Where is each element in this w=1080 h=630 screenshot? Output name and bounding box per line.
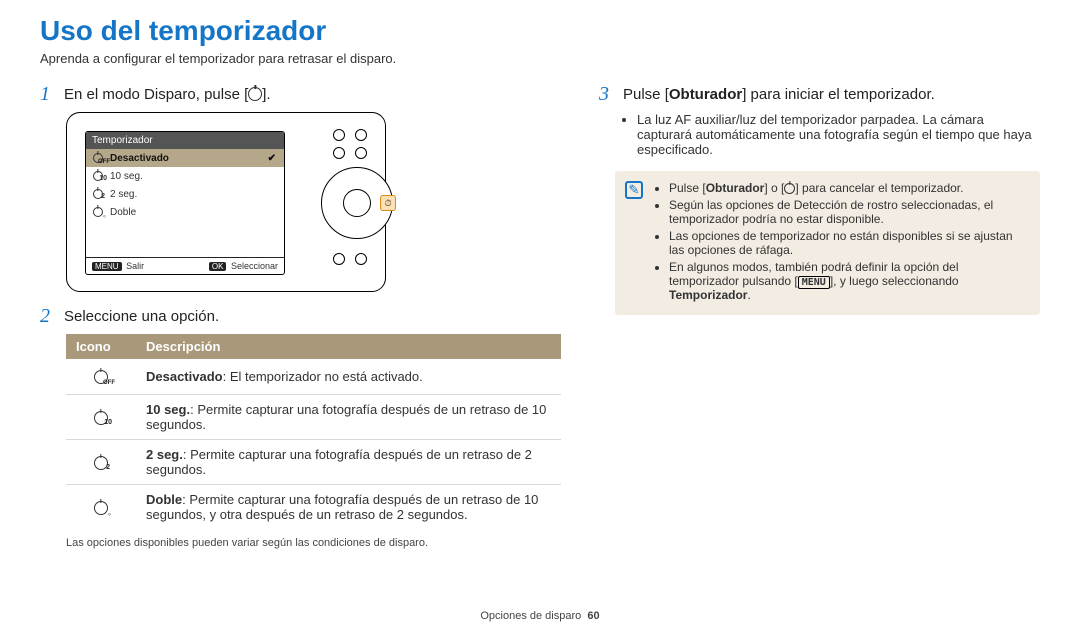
col-desc: Descripción	[136, 334, 561, 359]
camera-button	[355, 253, 367, 265]
note-item: En algunos modos, también podrá definir …	[669, 260, 1028, 302]
ok-ring-icon	[343, 189, 371, 217]
row-desc-cell: Doble: Permite capturar una fotografía d…	[136, 485, 561, 530]
timer-dbl-icon	[94, 501, 108, 515]
ok-key-icon: OK	[209, 262, 227, 271]
camera-button	[333, 253, 345, 265]
sub-bullet-item: La luz AF auxiliar/luz del temporizador …	[637, 112, 1040, 157]
timer-icon	[784, 183, 795, 194]
timer-off-icon	[92, 152, 104, 164]
menu-key-icon: MENU	[798, 276, 830, 289]
step-3-sub: La luz AF auxiliar/luz del temporizador …	[637, 112, 1040, 157]
step-number: 1	[40, 84, 56, 104]
row-desc-cell: 10 seg.: Permite capturar una fotografía…	[136, 395, 561, 440]
table-row: 2 seg.: Permite capturar una fotografía …	[66, 440, 561, 485]
screen-row-label: 2 seg.	[110, 189, 137, 200]
page-footer: Opciones de disparo 60	[0, 610, 1080, 622]
row-icon-cell	[66, 485, 136, 530]
camera-button	[333, 129, 345, 141]
row-icon-cell	[66, 359, 136, 395]
timer-off-icon	[94, 370, 108, 384]
note-item: Según las opciones de Detección de rostr…	[669, 198, 1028, 226]
timer-t10-icon	[94, 411, 108, 425]
step-2: 2 Seleccione una opción.	[40, 306, 561, 326]
screen-menu-row: 2 seg.	[86, 185, 284, 203]
screen-row-label: Doble	[110, 207, 136, 218]
camera-button	[355, 129, 367, 141]
screen-row-label: 10 seg.	[110, 171, 143, 182]
step-1-text: En el modo Disparo, pulse [].	[64, 84, 271, 103]
screen-row-label: Desactivado	[110, 153, 169, 164]
step-2-text: Seleccione una opción.	[64, 306, 219, 325]
page-subtitle: Aprenda a configurar el temporizador par…	[40, 51, 1040, 66]
timer-t2-icon	[94, 456, 108, 470]
options-table: Icono Descripción Desactivado: El tempor…	[66, 334, 561, 529]
row-icon-cell	[66, 440, 136, 485]
camera-button	[355, 147, 367, 159]
table-footnote: Las opciones disponibles pueden variar s…	[66, 537, 561, 549]
screen-footer: MENU Salir OK Seleccionar	[86, 257, 284, 274]
ring-timer-indicator-icon: ⏱	[380, 195, 396, 211]
row-desc-cell: 2 seg.: Permite capturar una fotografía …	[136, 440, 561, 485]
timer-t10-icon	[92, 170, 104, 182]
right-column: 3 Pulse [Obturador] para iniciar el temp…	[599, 84, 1040, 549]
table-row: Doble: Permite capturar una fotografía d…	[66, 485, 561, 530]
table-row: 10 seg.: Permite capturar una fotografía…	[66, 395, 561, 440]
timer-dbl-icon	[92, 206, 104, 218]
camera-illustration: Temporizador Desactivado ✔ 10 seg. 2 seg. Do…	[66, 112, 561, 292]
screen-menu-row: 10 seg.	[86, 167, 284, 185]
menu-key-icon: MENU	[92, 262, 122, 271]
row-icon-cell	[66, 395, 136, 440]
screen-menu-row: Desactivado ✔	[86, 149, 284, 167]
timer-icon	[248, 87, 262, 101]
screen-menu-row: Doble	[86, 203, 284, 221]
note-box: ✎ Pulse [Obturador] o [] para cancelar e…	[615, 171, 1040, 315]
screen-header: Temporizador	[86, 132, 284, 149]
check-icon: ✔	[268, 153, 276, 164]
camera-screen: Temporizador Desactivado ✔ 10 seg. 2 seg. Do…	[85, 131, 285, 275]
step-3-text: Pulse [Obturador] para iniciar el tempor…	[623, 84, 935, 103]
note-item: Las opciones de temporizador no están di…	[669, 229, 1028, 257]
camera-body: Temporizador Desactivado ✔ 10 seg. 2 seg. Do…	[66, 112, 386, 292]
page-title: Uso del temporizador	[40, 15, 1040, 47]
note-icon: ✎	[625, 181, 643, 199]
row-desc-cell: Desactivado: El temporizador no está act…	[136, 359, 561, 395]
step-1: 1 En el modo Disparo, pulse [].	[40, 84, 561, 104]
step-number: 2	[40, 306, 56, 326]
step-number: 3	[599, 84, 615, 104]
left-column: 1 En el modo Disparo, pulse []. Temporiz…	[40, 84, 561, 549]
step-3: 3 Pulse [Obturador] para iniciar el temp…	[599, 84, 1040, 104]
table-row: Desactivado: El temporizador no está act…	[66, 359, 561, 395]
timer-t2-icon	[92, 188, 104, 200]
camera-button	[333, 147, 345, 159]
col-icon: Icono	[66, 334, 136, 359]
note-item: Pulse [Obturador] o [] para cancelar el …	[669, 181, 1028, 195]
control-ring: ⏱	[321, 167, 393, 239]
content-columns: 1 En el modo Disparo, pulse []. Temporiz…	[40, 84, 1040, 549]
